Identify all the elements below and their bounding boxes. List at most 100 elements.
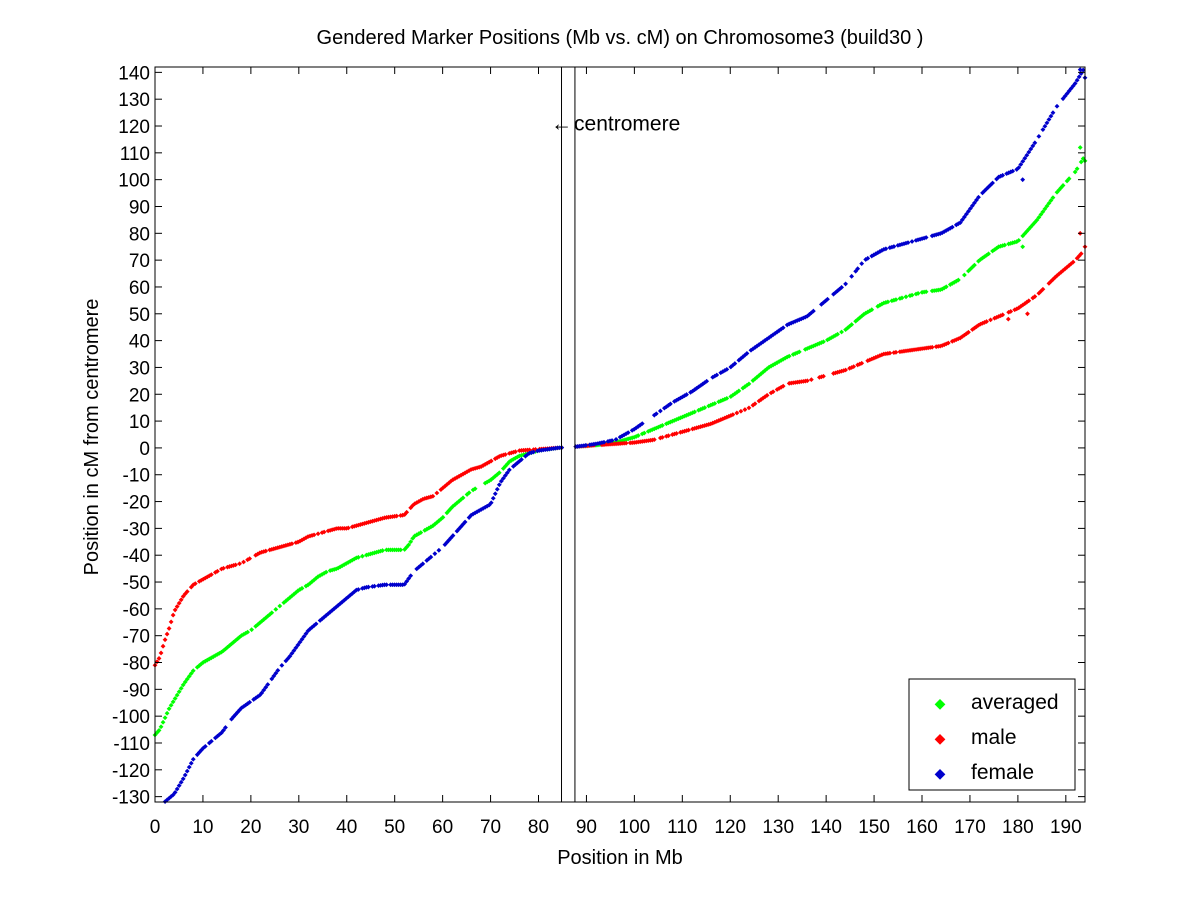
point-female (506, 467, 512, 473)
legend-label-averaged: averaged (971, 691, 1059, 714)
point-averaged (915, 291, 921, 296)
point-female (639, 421, 645, 427)
point-female (724, 366, 730, 372)
point-male (966, 329, 971, 335)
point-averaged (158, 724, 164, 730)
point-female (482, 504, 488, 510)
point-averaged (641, 430, 647, 436)
point-averaged (172, 696, 178, 701)
point-female (208, 738, 214, 744)
point-female (271, 673, 277, 679)
point-female (1014, 167, 1020, 172)
y-tick-label: 60 (129, 278, 150, 299)
axes-box (154, 66, 1086, 803)
point-averaged (180, 682, 186, 688)
point-averaged (903, 294, 909, 300)
point-averaged (249, 627, 255, 633)
x-tick-label: 20 (240, 817, 261, 838)
centromere-lines (561, 67, 576, 802)
point-female (937, 231, 943, 236)
point-averaged (319, 571, 325, 577)
centromere-label: centromere (574, 112, 680, 135)
point-female (372, 583, 377, 589)
point-male (955, 336, 961, 342)
point-female (839, 285, 844, 290)
point-averaged (299, 585, 305, 591)
point-male (849, 365, 855, 370)
point-female (990, 180, 995, 186)
x-tick-label: 150 (858, 817, 890, 838)
point-female (704, 378, 710, 384)
point-averaged (692, 409, 697, 415)
point-averaged (1030, 222, 1036, 228)
point-male (666, 433, 671, 439)
x-tick-label: 70 (480, 817, 501, 838)
point-averaged (855, 317, 861, 322)
point-averaged (295, 588, 301, 594)
point-female (1028, 146, 1034, 152)
point-male (219, 566, 224, 572)
point-female (529, 450, 534, 455)
point-male (311, 532, 317, 538)
point-averaged (730, 392, 736, 398)
point-female (859, 261, 865, 267)
point-female (408, 573, 414, 579)
x-tick-label: 10 (192, 817, 213, 838)
point-female (754, 343, 760, 349)
point-averaged (885, 299, 891, 305)
point-averaged (184, 676, 190, 682)
point-male (984, 319, 989, 324)
point-male (686, 427, 691, 433)
point-male (394, 513, 400, 519)
point-male (434, 490, 440, 496)
point-female (492, 491, 498, 497)
point-averaged (231, 639, 236, 645)
point-male (945, 340, 951, 346)
point-averaged (889, 298, 895, 304)
point-male (176, 600, 182, 606)
point-averaged (1048, 198, 1054, 203)
point-female (1060, 96, 1066, 102)
point-averaged (273, 606, 279, 612)
point-female (531, 449, 536, 455)
point-male (305, 534, 311, 540)
point-male (1032, 294, 1038, 299)
point-male (1058, 269, 1064, 275)
point-female (583, 442, 589, 448)
x-tick-label: 160 (906, 817, 938, 838)
point-female (601, 439, 607, 445)
point-male (698, 424, 704, 430)
x-tick-label: 120 (714, 817, 746, 838)
point-female (613, 436, 619, 442)
point-male (708, 421, 714, 427)
point-female (968, 206, 973, 211)
point-male (174, 604, 180, 609)
point-male (988, 317, 993, 323)
point-averaged (1012, 239, 1018, 245)
point-female (450, 533, 456, 538)
point-male (1024, 299, 1030, 305)
point-male (462, 470, 468, 476)
point-averaged (849, 322, 855, 327)
point-female (1020, 159, 1026, 164)
point-female (744, 351, 750, 356)
point-female (500, 475, 506, 481)
x-tick-label: 60 (432, 817, 453, 838)
point-averaged (1072, 169, 1078, 175)
y-tick-label: 80 (129, 224, 150, 245)
point-averaged (406, 542, 412, 548)
legend: ◆ averaged ◆ male ◆ female (908, 678, 1076, 791)
y-tick-label: 40 (129, 332, 150, 353)
point-female (760, 339, 766, 345)
point-male (929, 344, 935, 350)
point-averaged (760, 369, 766, 375)
point-female (178, 779, 184, 785)
point-female (333, 604, 339, 610)
y-tick-label: -90 (123, 680, 150, 701)
y-tick-label: 0 (139, 439, 150, 460)
point-female (291, 648, 297, 653)
point-averaged (510, 456, 516, 462)
plot-area (152, 67, 1088, 804)
point-male (241, 559, 246, 565)
point-female (289, 650, 295, 656)
